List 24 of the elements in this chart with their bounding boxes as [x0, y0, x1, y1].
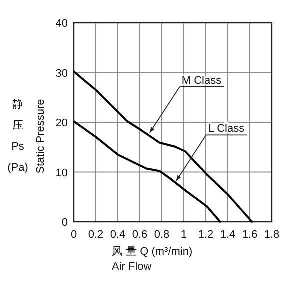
- text: (Pa): [8, 162, 28, 174]
- x-tick-label: 0.6: [132, 229, 148, 241]
- x-tick-label: 1: [180, 229, 188, 241]
- line-series: [73, 70, 254, 223]
- y-axis-title: Static Pressure: [35, 99, 47, 174]
- x-tick-label: 0.4: [110, 229, 126, 241]
- annotation: M Class: [182, 74, 222, 87]
- x-tick-label: 1.8: [264, 229, 280, 241]
- y-tick-label: 0: [62, 217, 68, 229]
- y-tick-label: 40: [56, 18, 68, 30]
- x-tick-label: 1.4: [220, 229, 236, 241]
- text: Air Flow: [112, 261, 152, 273]
- y-tick-label: 20: [56, 118, 68, 130]
- x-tick-label: 0.8: [154, 229, 170, 241]
- text: Ps: [12, 141, 25, 153]
- y-tick-label: 30: [56, 68, 68, 80]
- y-tick-label: 10: [56, 167, 68, 180]
- text: 静压: [12, 99, 24, 132]
- x-tick-label: 1.2: [198, 229, 214, 241]
- x-tick-label: 0.2: [88, 229, 104, 241]
- x-axis-title: 风 量 Q (m³/min): [112, 246, 193, 258]
- annotation: L Class: [208, 123, 246, 136]
- x-tick-label: 0: [70, 229, 78, 241]
- x-tick-label: 1.6: [242, 229, 258, 241]
